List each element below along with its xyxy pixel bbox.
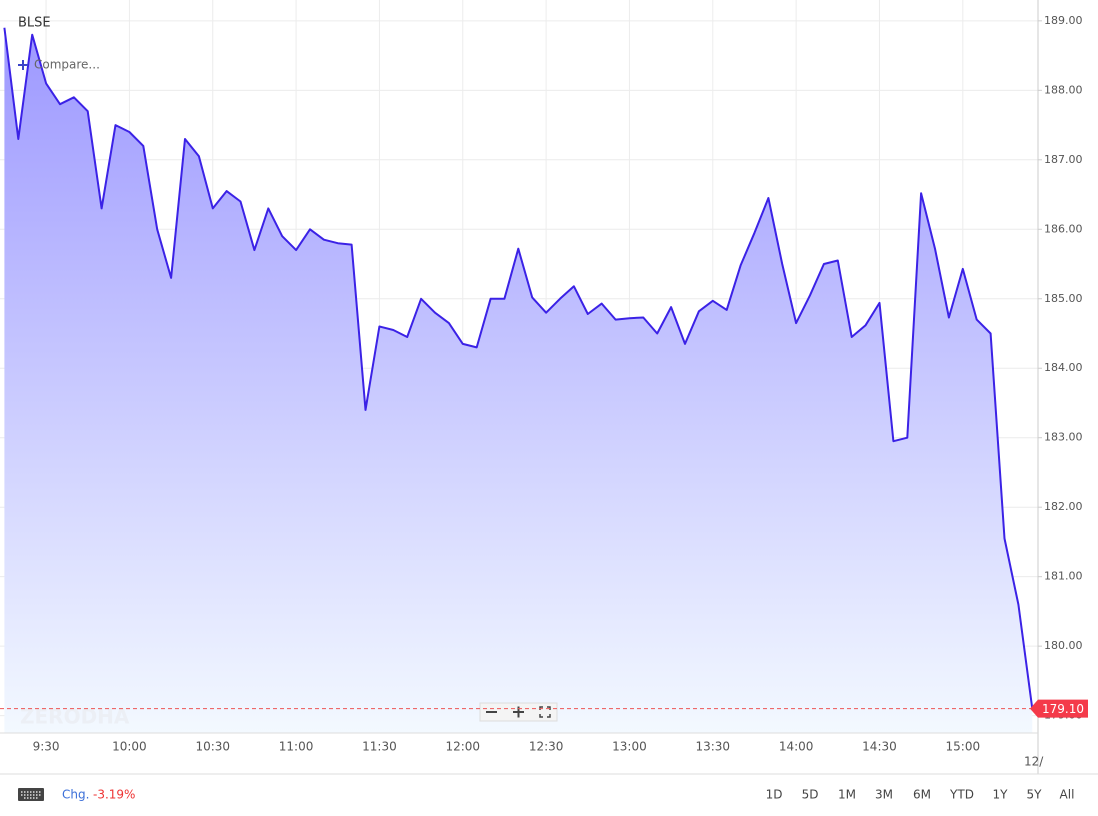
change-label: Chg. bbox=[62, 788, 89, 802]
x-tick-label: 13:30 bbox=[695, 740, 730, 754]
plot bbox=[3, 27, 1034, 733]
compare-icon bbox=[18, 60, 28, 70]
y-tick-label: 187.00 bbox=[1044, 153, 1083, 166]
x-tick-label: 13:00 bbox=[612, 740, 647, 754]
y-tick-label: 181.00 bbox=[1044, 570, 1083, 583]
range-button[interactable]: All bbox=[1060, 788, 1075, 802]
x-tick-label: 11:00 bbox=[279, 740, 314, 754]
y-tick-label: 188.00 bbox=[1044, 83, 1083, 96]
area-fill bbox=[4, 27, 1033, 733]
compare-label[interactable]: Compare... bbox=[34, 58, 100, 72]
range-buttons: 1D 5D 1M 3M 6M YTD 1Y 5Y All bbox=[766, 788, 1075, 802]
zoom-controls bbox=[479, 702, 558, 722]
x-tick-label: 14:00 bbox=[779, 740, 814, 754]
y-tick-label: 189.00 bbox=[1044, 14, 1083, 27]
fullscreen[interactable] bbox=[539, 706, 551, 718]
x-tick-label: 11:30 bbox=[362, 740, 397, 754]
watermark: ZERODHA bbox=[20, 705, 130, 729]
x-tick-label: 12:30 bbox=[529, 740, 564, 754]
x-tick-label: 15:00 bbox=[946, 740, 981, 754]
range-button[interactable]: 6M bbox=[913, 788, 931, 802]
y-tick-label: 180.00 bbox=[1044, 639, 1083, 652]
range-button[interactable]: 1M bbox=[838, 788, 856, 802]
compare-button[interactable]: Compare... bbox=[18, 58, 100, 72]
date-label: 12/ bbox=[1024, 755, 1044, 769]
last-price-label: 179.10 bbox=[1042, 702, 1084, 716]
range-button[interactable]: 1D bbox=[766, 788, 783, 802]
change-value: -3.19% bbox=[93, 788, 135, 802]
x-tick-label: 12:00 bbox=[445, 740, 480, 754]
y-tick-label: 184.00 bbox=[1044, 361, 1083, 374]
y-tick-label: 186.00 bbox=[1044, 222, 1083, 235]
range-button[interactable]: YTD bbox=[949, 788, 974, 802]
x-tick-label: 10:30 bbox=[195, 740, 230, 754]
keyboard-icon[interactable] bbox=[18, 788, 44, 801]
y-tick-label: 182.00 bbox=[1044, 500, 1083, 513]
last-price-tag bbox=[1030, 699, 1088, 718]
x-tick-label: 14:30 bbox=[862, 740, 897, 754]
price-line bbox=[3, 27, 1034, 709]
x-tick-label: 9:30 bbox=[33, 740, 60, 754]
range-button[interactable]: 3M bbox=[875, 788, 893, 802]
range-button[interactable]: 1Y bbox=[993, 788, 1009, 802]
range-button[interactable]: 5D bbox=[802, 788, 819, 802]
x-tick-label: 10:00 bbox=[112, 740, 147, 754]
range-button[interactable]: 5Y bbox=[1027, 788, 1043, 802]
symbol: BLSE bbox=[18, 16, 51, 31]
y-tick-label: 185.00 bbox=[1044, 292, 1083, 305]
y-tick-label: 183.00 bbox=[1044, 431, 1083, 444]
